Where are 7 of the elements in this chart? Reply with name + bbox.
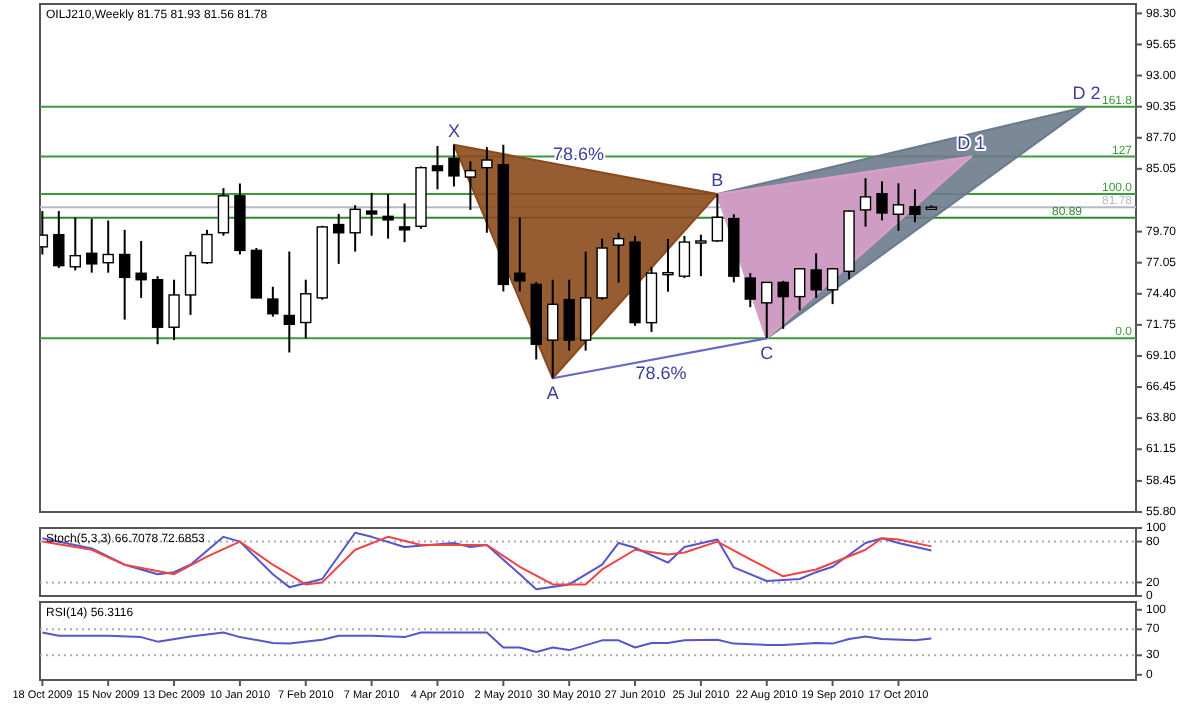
- annotation: B: [711, 170, 724, 191]
- annotation: D 1: [957, 132, 986, 153]
- annotation: 78.6%: [635, 363, 687, 384]
- annotation: A: [546, 383, 559, 404]
- annotation: X: [447, 120, 460, 141]
- annotation: C: [760, 343, 775, 364]
- annotation: D 2: [1072, 82, 1101, 103]
